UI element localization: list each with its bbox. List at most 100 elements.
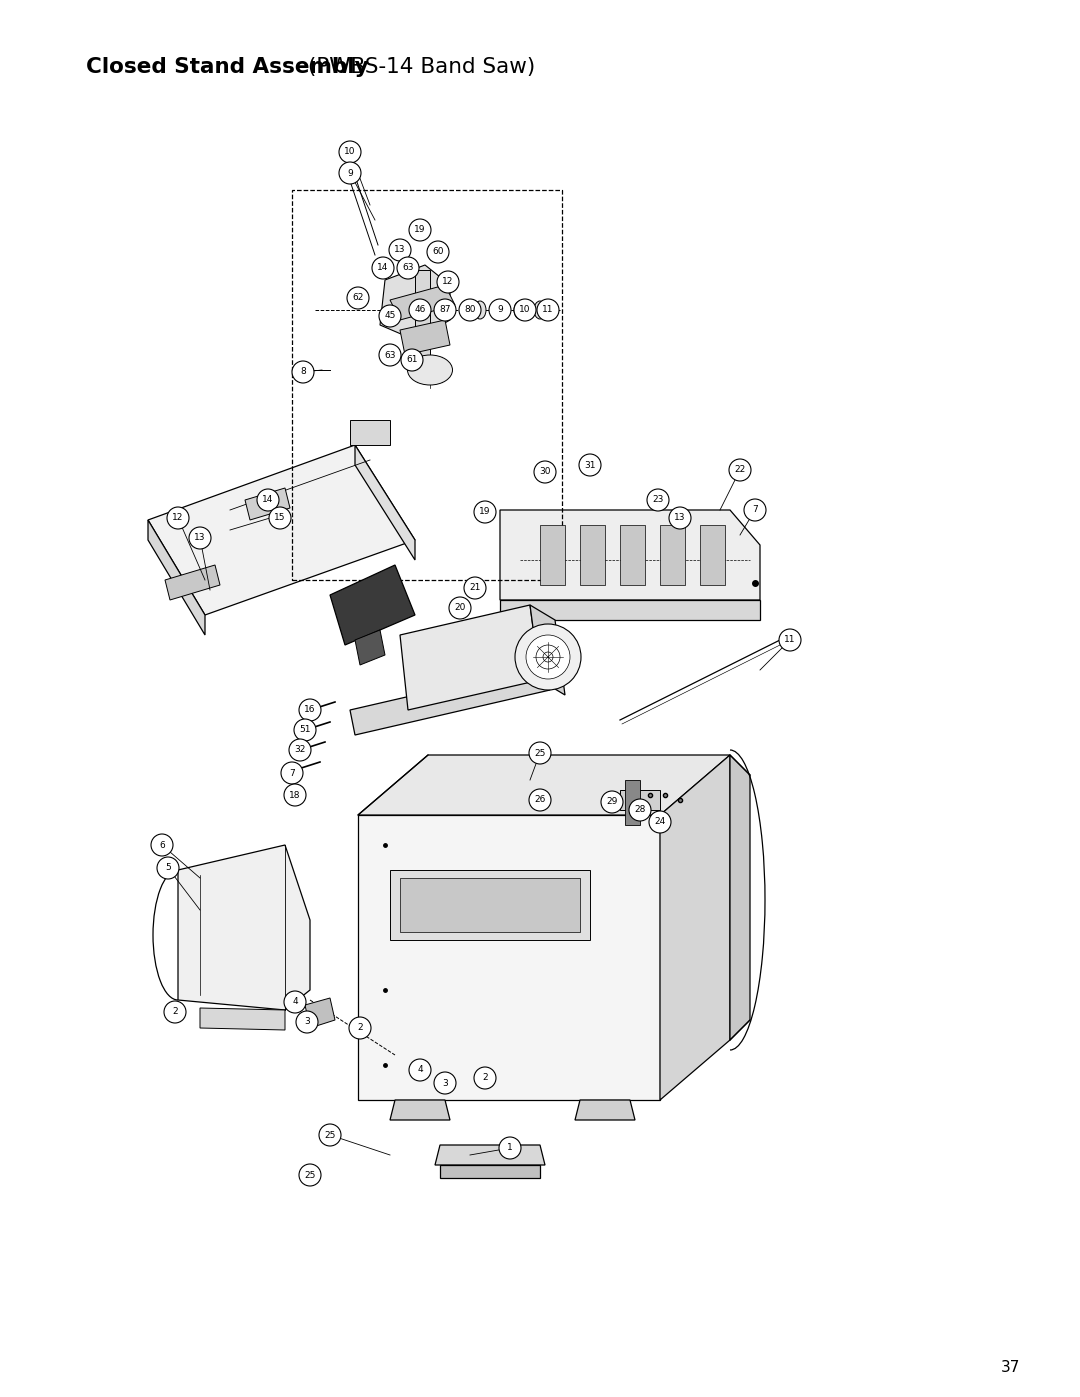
Circle shape xyxy=(647,489,669,511)
Circle shape xyxy=(489,299,511,321)
Polygon shape xyxy=(575,1099,635,1120)
Polygon shape xyxy=(540,525,565,585)
Circle shape xyxy=(257,489,279,511)
Circle shape xyxy=(284,990,306,1013)
Bar xyxy=(292,190,562,580)
Text: 2: 2 xyxy=(482,1073,488,1083)
Polygon shape xyxy=(380,265,450,339)
Text: 29: 29 xyxy=(606,798,618,806)
Polygon shape xyxy=(625,780,640,826)
Polygon shape xyxy=(355,446,415,560)
Circle shape xyxy=(319,1125,341,1146)
Ellipse shape xyxy=(494,300,507,319)
Polygon shape xyxy=(660,525,685,585)
Circle shape xyxy=(534,461,556,483)
Polygon shape xyxy=(400,877,580,932)
Text: 5: 5 xyxy=(165,863,171,873)
Circle shape xyxy=(269,507,291,529)
Ellipse shape xyxy=(534,300,546,319)
Circle shape xyxy=(427,242,449,263)
Circle shape xyxy=(529,742,551,764)
Text: 7: 7 xyxy=(752,506,758,514)
Polygon shape xyxy=(660,754,730,1099)
Polygon shape xyxy=(440,1165,540,1178)
Circle shape xyxy=(449,597,471,619)
Polygon shape xyxy=(390,870,590,940)
Circle shape xyxy=(526,636,570,679)
Polygon shape xyxy=(400,605,540,710)
Text: 61: 61 xyxy=(406,355,418,365)
Text: 14: 14 xyxy=(377,264,389,272)
Circle shape xyxy=(299,1164,321,1186)
Text: 87: 87 xyxy=(440,306,450,314)
Circle shape xyxy=(729,460,751,481)
Circle shape xyxy=(499,1137,521,1160)
Circle shape xyxy=(515,624,581,690)
Circle shape xyxy=(289,739,311,761)
Circle shape xyxy=(349,1017,372,1039)
Polygon shape xyxy=(415,270,430,360)
Circle shape xyxy=(514,299,536,321)
Text: 2: 2 xyxy=(357,1024,363,1032)
Circle shape xyxy=(292,360,314,383)
Circle shape xyxy=(379,305,401,327)
Polygon shape xyxy=(350,420,390,446)
Polygon shape xyxy=(620,789,660,810)
Circle shape xyxy=(474,502,496,522)
Circle shape xyxy=(151,834,173,856)
Text: 24: 24 xyxy=(654,817,665,827)
Text: 6: 6 xyxy=(159,841,165,849)
Polygon shape xyxy=(148,446,415,615)
Circle shape xyxy=(164,1002,186,1023)
Circle shape xyxy=(459,299,481,321)
Text: 30: 30 xyxy=(539,468,551,476)
Circle shape xyxy=(437,271,459,293)
Text: 11: 11 xyxy=(784,636,796,644)
Circle shape xyxy=(409,219,431,242)
Text: 63: 63 xyxy=(402,264,414,272)
Text: 31: 31 xyxy=(584,461,596,469)
Polygon shape xyxy=(500,599,760,620)
Text: 11: 11 xyxy=(542,306,554,314)
Text: 46: 46 xyxy=(415,306,426,314)
Text: 21: 21 xyxy=(470,584,481,592)
Text: 13: 13 xyxy=(394,246,406,254)
Circle shape xyxy=(434,299,456,321)
Polygon shape xyxy=(620,525,645,585)
Text: 20: 20 xyxy=(455,604,465,612)
Polygon shape xyxy=(165,564,220,599)
Circle shape xyxy=(669,507,691,529)
Text: 60: 60 xyxy=(432,247,444,257)
Circle shape xyxy=(579,454,600,476)
Circle shape xyxy=(379,344,401,366)
Text: 1: 1 xyxy=(508,1144,513,1153)
Text: 19: 19 xyxy=(415,225,426,235)
Text: 37: 37 xyxy=(1000,1361,1020,1376)
Circle shape xyxy=(401,349,423,372)
Circle shape xyxy=(464,577,486,599)
Circle shape xyxy=(779,629,801,651)
Circle shape xyxy=(167,507,189,529)
Circle shape xyxy=(284,784,306,806)
Circle shape xyxy=(296,1011,318,1032)
Circle shape xyxy=(294,719,316,740)
Circle shape xyxy=(157,856,179,879)
Circle shape xyxy=(434,1071,456,1094)
Text: 32: 32 xyxy=(295,746,306,754)
Polygon shape xyxy=(200,1009,285,1030)
Polygon shape xyxy=(245,488,291,520)
Text: 13: 13 xyxy=(194,534,206,542)
Text: 4: 4 xyxy=(293,997,298,1006)
Circle shape xyxy=(299,698,321,721)
Text: 22: 22 xyxy=(734,465,745,475)
Text: 7: 7 xyxy=(289,768,295,778)
Circle shape xyxy=(629,799,651,821)
Circle shape xyxy=(281,761,303,784)
Text: 45: 45 xyxy=(384,312,395,320)
Polygon shape xyxy=(730,754,750,1039)
Polygon shape xyxy=(148,520,205,636)
Text: 18: 18 xyxy=(289,791,300,799)
Text: 80: 80 xyxy=(464,306,476,314)
Circle shape xyxy=(397,257,419,279)
Polygon shape xyxy=(305,997,335,1028)
